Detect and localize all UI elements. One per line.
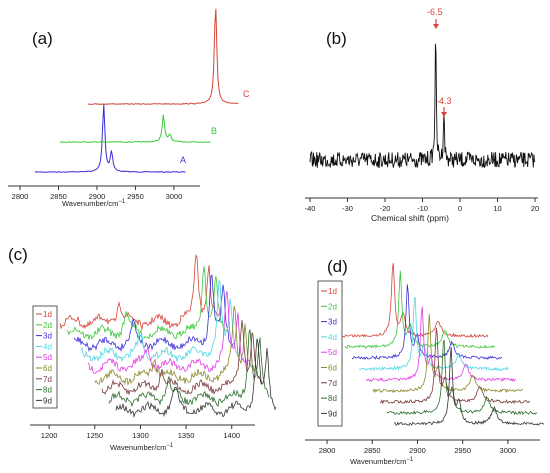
panel-c-legend-label-2d: 2d	[43, 321, 52, 330]
panel-a: (a) 2800 2850 2900 2950 3000 Wavenumber/cm−1…	[8, 8, 250, 208]
panel-b-series	[309, 43, 536, 169]
panel-d-tick-label-1: 2850	[364, 446, 381, 455]
panel-c-label: (c)	[8, 245, 28, 264]
annotation-arrowhead-2	[441, 112, 447, 117]
panel-d-tick-label-0: 2800	[319, 446, 336, 455]
panel-d-series-8d	[386, 339, 538, 416]
panel-d-legend-label-8d: 8d	[328, 394, 337, 403]
panel-d-xlabel: Wavenumber/cm−1	[350, 457, 414, 466]
panel-b-ticks: -40 -30 -20 -10 0 10 20	[305, 198, 539, 213]
panel-d-legend-label-4d: 4d	[328, 333, 337, 342]
panel-a-tick-label-3: 2950	[127, 192, 144, 201]
panel-b-series-spectrum	[309, 43, 536, 169]
panel-c-series-6d	[94, 305, 256, 386]
panel-b-tick-label-6: 20	[531, 204, 539, 213]
panel-d-series-7d	[380, 327, 531, 405]
panel-c-series-7d	[101, 319, 263, 396]
panel-d-series-4d	[358, 297, 510, 372]
panel-d-series-5d	[365, 306, 516, 383]
panel-c-legend-label-4d: 4d	[43, 342, 52, 351]
panel-d-ticks: 2800 2850 2900 2950 3000	[319, 440, 517, 455]
panel-a-tick-label-1: 2850	[50, 192, 67, 201]
panel-d-tick-label-4: 3000	[500, 446, 517, 455]
panel-b-tick-label-1: -30	[342, 204, 353, 213]
panel-a-tick-label-4: 3000	[166, 192, 183, 201]
panel-c-series-8d	[108, 329, 270, 407]
panel-c-series-9d	[115, 338, 277, 419]
panel-d-tick-label-3: 2950	[454, 446, 471, 455]
panel-d-legend-label-2d: 2d	[328, 302, 337, 311]
panel-c-tick-label-0: 1200	[41, 431, 58, 440]
panel-d-legend-label-5d: 5d	[328, 348, 337, 357]
panel-c: (c) 1200 1250 1300 1350 1400 Wavenumber/cm−1…	[8, 245, 277, 452]
panel-c-series-5d	[87, 291, 249, 374]
panel-d-tick-label-2: 2900	[409, 446, 426, 455]
panel-a-series-A	[34, 104, 186, 173]
panel-d-legend-label-3d: 3d	[328, 318, 337, 327]
panel-d: (d) 2800 2850 2900 2950 3000 Wavenumber/cm−1…	[305, 257, 545, 466]
panel-c-legend-label-9d: 9d	[43, 396, 52, 405]
panel-d-legend-label-7d: 7d	[328, 379, 337, 388]
panel-a-ticks: 2800 2850 2900 2950 3000	[12, 186, 183, 201]
panel-a-series-C	[87, 8, 239, 105]
panel-a-series	[34, 8, 239, 173]
series-label-b: B	[211, 126, 217, 136]
panel-d-series-9d	[394, 346, 545, 426]
panel-b-tick-label-4: 0	[458, 204, 462, 213]
panel-c-tick-label-3: 1350	[178, 431, 195, 440]
panel-b: (b) -40 -30 -20 -10 0 10 20 Chemical shift (pp…	[305, 7, 540, 223]
panel-d-series	[337, 263, 545, 426]
panel-c-legend-label-1d: 1d	[43, 310, 52, 319]
panel-b-tick-label-3: -10	[417, 204, 428, 213]
panel-d-legend-label-1d: 1d	[328, 287, 337, 296]
panel-b-tick-label-2: -20	[380, 204, 391, 213]
panel-a-label: (a)	[32, 29, 53, 48]
panel-d-legend	[317, 280, 343, 427]
panel-a-series-B	[59, 114, 211, 143]
panel-a-tick-label-2: 2900	[89, 192, 106, 201]
panel-d-label: (d)	[327, 257, 348, 276]
panel-c-legend-label-5d: 5d	[43, 353, 52, 362]
panel-c-tick-label-4: 1400	[223, 431, 240, 440]
panel-b-tick-label-0: -40	[305, 204, 316, 213]
panel-c-legend-label-3d: 3d	[43, 332, 52, 341]
panel-d-series-6d	[372, 314, 524, 394]
panel-c-series	[59, 254, 277, 419]
panel-c-series-4d	[80, 279, 242, 363]
panel-d-legend-label-9d: 9d	[328, 409, 337, 418]
annotation-peak-2: -4.3	[436, 96, 452, 106]
panel-b-xlabel: Chemical shift (ppm)	[371, 213, 449, 223]
panel-b-label: (b)	[326, 29, 347, 48]
panel-c-ticks: 1200 1250 1300 1350 1400	[41, 425, 240, 440]
panel-d-legend-entries: 1d 2d 3d 4d 5d 6d 7d 8d 9d	[321, 287, 337, 418]
panel-a-xlabel: Wavenumber/cm−1	[62, 199, 126, 208]
panel-c-tick-label-2: 1300	[132, 431, 149, 440]
annotation-arrowhead-1	[433, 24, 439, 29]
panel-c-xlabel: Wavenumber/cm−1	[110, 443, 174, 452]
panel-d-legend-label-6d: 6d	[328, 364, 337, 373]
series-label-c: C	[243, 89, 250, 99]
panel-c-legend-label-7d: 7d	[43, 375, 52, 384]
panel-c-legend-label-8d: 8d	[43, 386, 52, 395]
annotation-peak-1: -6.5	[427, 7, 443, 17]
panel-c-legend-label-6d: 6d	[43, 364, 52, 373]
panel-c-tick-label-1: 1250	[86, 431, 103, 440]
panel-b-tick-label-5: 10	[493, 204, 501, 213]
panel-c-series-2d	[66, 266, 228, 340]
panel-c-series-1d	[59, 254, 221, 331]
series-label-a: A	[180, 155, 186, 165]
panel-c-series-3d	[73, 274, 235, 353]
panel-a-tick-label-0: 2800	[12, 192, 29, 201]
panel-b-annotations: -6.5 -4.3	[427, 7, 452, 117]
